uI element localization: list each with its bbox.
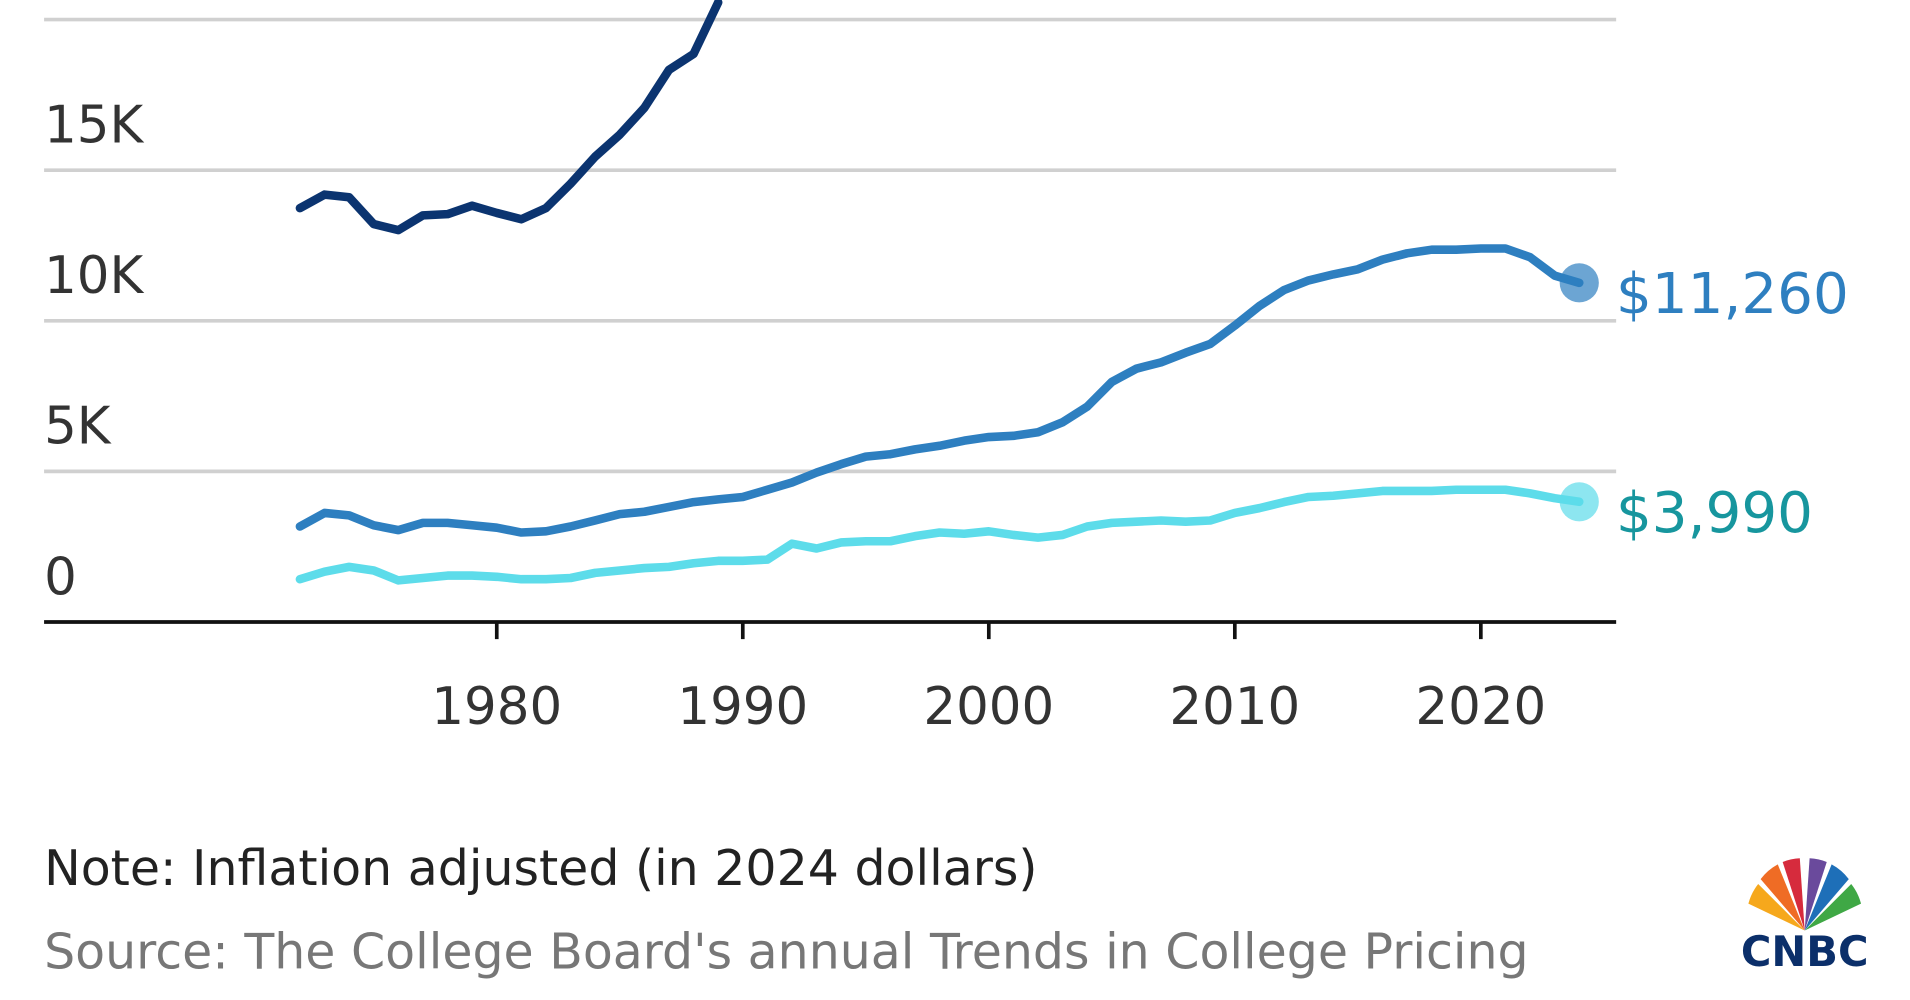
- end-label: $3,990: [1616, 481, 1813, 546]
- series-line: [295, 244, 1584, 537]
- x-tick-label: 2010: [1169, 677, 1300, 737]
- logo-text: CNBC: [1741, 927, 1869, 976]
- x-tick-label: 1980: [431, 677, 562, 737]
- series-line: [295, 0, 723, 235]
- y-tick-label: 5K: [44, 397, 112, 457]
- logo: CNBC: [1741, 858, 1869, 976]
- end-dot: [1559, 482, 1599, 522]
- note: Note: Inflation adjusted (in 2024 dollar…: [44, 840, 1037, 897]
- end-label: $11,260: [1616, 262, 1849, 327]
- grid: [44, 17, 1617, 474]
- y-tick-label: 0: [44, 547, 77, 607]
- x-tick-label: 1990: [677, 677, 808, 737]
- plot-area: [295, 0, 1584, 585]
- y-tick-label: 15K: [44, 96, 144, 156]
- x-tick-label: 2000: [923, 677, 1054, 737]
- y-tick-label: 20K: [44, 0, 144, 5]
- end-dot: [1559, 263, 1599, 303]
- series-line: [295, 485, 1584, 585]
- x-tick-label: 2020: [1415, 677, 1546, 737]
- source: Source: The College Board's annual Trend…: [44, 924, 1529, 981]
- y-tick-label: 10K: [44, 246, 144, 306]
